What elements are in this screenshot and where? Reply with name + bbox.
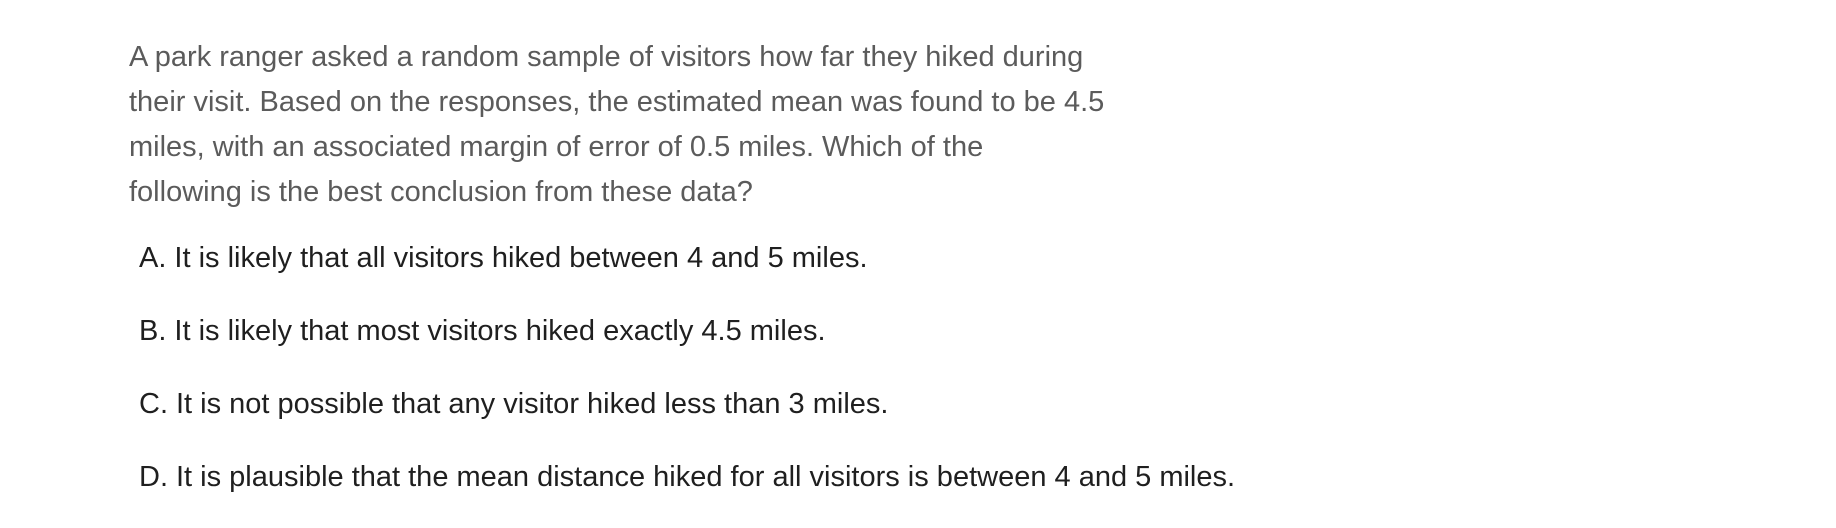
choice-letter: A.	[139, 242, 167, 274]
question-line: A park ranger asked a random sample of v…	[129, 41, 1084, 73]
choice-text: It is plausible that the mean distance h…	[176, 461, 1236, 493]
choice-c[interactable]: C. It is not possible that any visitor h…	[139, 382, 1235, 427]
choice-b[interactable]: B. It is likely that most visitors hiked…	[139, 309, 1235, 354]
answer-choices: A. It is likely that all visitors hiked …	[139, 236, 1235, 528]
choice-text: It is likely that all visitors hiked bet…	[174, 242, 868, 274]
choice-letter: B.	[139, 315, 167, 347]
choice-text: It is not possible that any visitor hike…	[176, 388, 889, 420]
question-line: miles, with an associated margin of erro…	[129, 131, 984, 163]
choice-a[interactable]: A. It is likely that all visitors hiked …	[139, 236, 1235, 281]
question-text: A park ranger asked a random sample of v…	[129, 35, 1219, 215]
choice-letter: C.	[139, 388, 168, 420]
choice-letter: D.	[139, 461, 168, 493]
question-line: their visit. Based on the responses, the…	[129, 86, 1105, 118]
choice-text: It is likely that most visitors hiked ex…	[174, 315, 826, 347]
question-line: following is the best conclusion from th…	[129, 176, 753, 208]
choice-d[interactable]: D. It is plausible that the mean distanc…	[139, 455, 1235, 500]
